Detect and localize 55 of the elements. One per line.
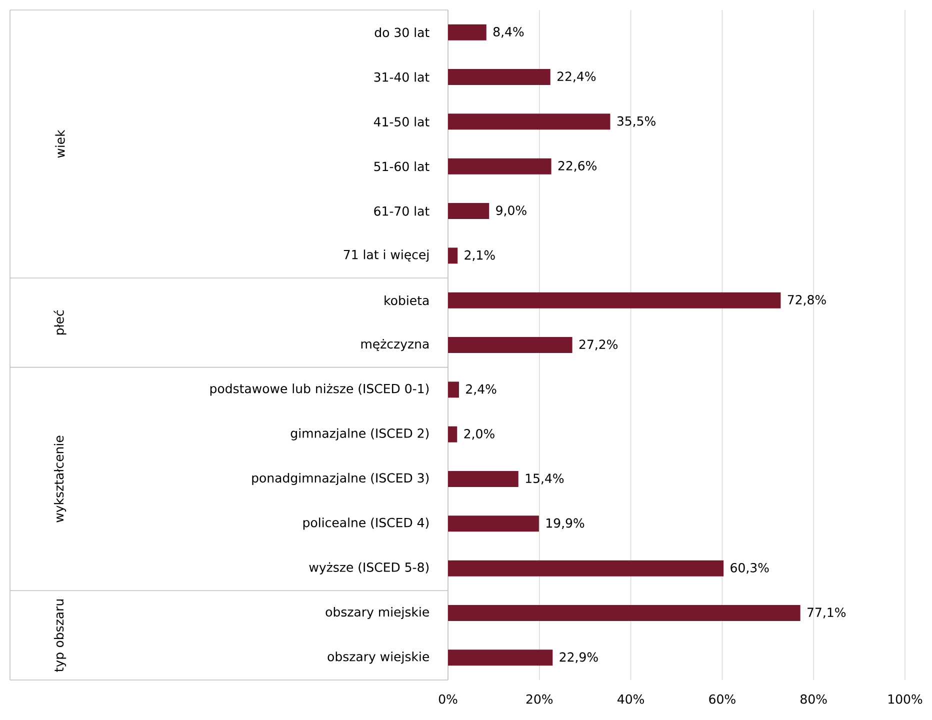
bar bbox=[448, 560, 724, 576]
bar bbox=[448, 69, 550, 85]
data-label: 2,1% bbox=[464, 250, 495, 262]
bar bbox=[448, 202, 490, 219]
bar bbox=[448, 604, 800, 621]
bar bbox=[448, 158, 552, 174]
y-tick-label: 71 lat i więcej bbox=[344, 250, 428, 262]
data-label: 72,8% bbox=[788, 294, 826, 306]
y-tick-label: podstawowe lub niższe (ISCED 0-1) bbox=[210, 384, 429, 396]
bar bbox=[448, 114, 610, 130]
y-tick-label: 41-50 lat bbox=[374, 116, 430, 126]
bar bbox=[448, 650, 553, 666]
y-tick-label: obszary wiejskie bbox=[328, 652, 429, 664]
data-label: 15,4% bbox=[526, 474, 564, 484]
y-tick-label: mężczyzna bbox=[361, 338, 429, 352]
data-label: 22,4% bbox=[557, 72, 596, 82]
text: wiek bbox=[55, 130, 65, 158]
text: wykształcenie bbox=[54, 436, 66, 522]
bar bbox=[448, 337, 572, 353]
y-tick-label: do 30 lat bbox=[374, 27, 430, 38]
x-tick-label: 40% bbox=[618, 694, 644, 704]
x-tick-label: 0% bbox=[438, 694, 458, 704]
bar bbox=[448, 382, 459, 398]
bar bbox=[448, 516, 539, 532]
y-tick-label: obszary miejskie bbox=[326, 606, 429, 620]
y-tick-label: 51-60 lat bbox=[374, 161, 430, 172]
bar bbox=[448, 292, 781, 308]
y-tick-label: ponadgimnazjalne (ISCED 3) bbox=[252, 472, 429, 486]
text: płeć bbox=[54, 310, 66, 335]
data-label: 27,2% bbox=[579, 340, 618, 350]
bar bbox=[448, 248, 458, 264]
y-tick-label: wyższe (ISCED 5-8) bbox=[309, 562, 429, 574]
data-label: 8,4% bbox=[493, 26, 524, 38]
data-label: 60,3% bbox=[730, 562, 769, 574]
y-tick-label: gimnazjalne (ISCED 2) bbox=[290, 428, 429, 440]
data-label: 22,6% bbox=[558, 160, 596, 172]
data-label: 22,9% bbox=[560, 652, 598, 664]
data-label: 35,5% bbox=[617, 116, 656, 128]
text: typ obszaru bbox=[54, 600, 66, 672]
y-tick-label: kobieta bbox=[384, 295, 429, 306]
x-tick-label: 60% bbox=[709, 694, 736, 704]
data-label: 2,0% bbox=[464, 428, 494, 440]
data-label: 77,1% bbox=[808, 608, 846, 618]
y-tick-label: 31-40 lat bbox=[374, 72, 430, 82]
y-tick-label: 61-70 lat bbox=[374, 206, 430, 216]
y-tick-label: policealne (ISCED 4) bbox=[303, 518, 429, 530]
data-label: 9,0% bbox=[496, 206, 526, 216]
bar bbox=[448, 426, 458, 442]
data-label: 19,9% bbox=[546, 518, 584, 530]
bar bbox=[448, 470, 518, 487]
data-label: 2,4% bbox=[466, 384, 496, 396]
x-tick-label: 100% bbox=[888, 694, 922, 704]
x-tick-label: 20% bbox=[526, 694, 553, 704]
x-tick-label: 80% bbox=[800, 694, 827, 704]
bar bbox=[448, 24, 486, 40]
